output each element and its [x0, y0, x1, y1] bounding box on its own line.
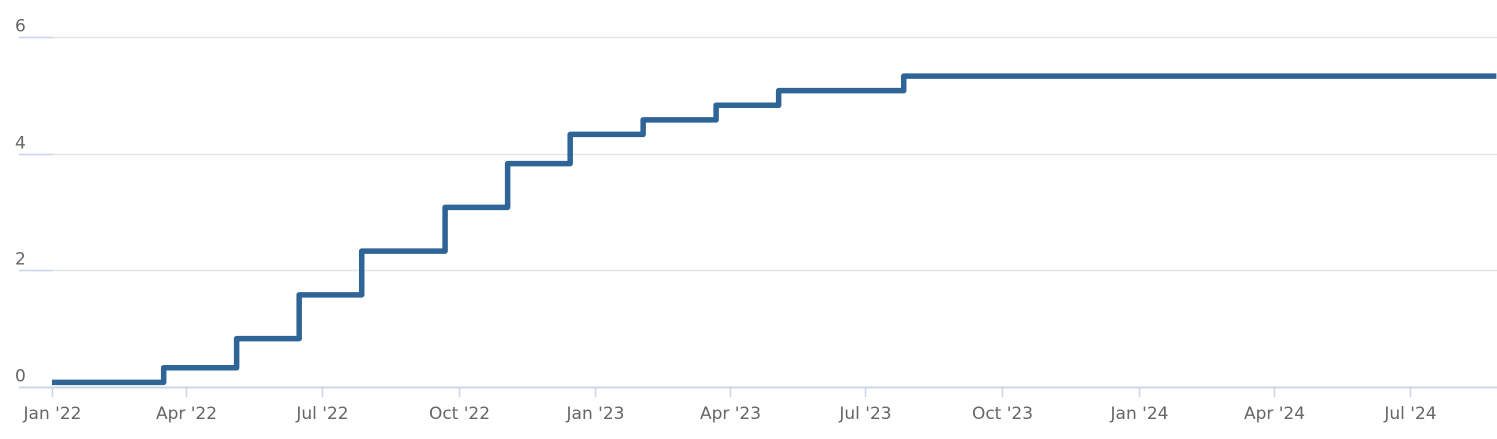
x-tick-label: Oct '23	[972, 404, 1033, 424]
gridlines	[19, 36, 1497, 389]
x-tick-label: Jul '22	[295, 404, 348, 424]
x-axis: Jan '22 Apr '22 Jul '22 Oct '22 Jan '23 Apr '…	[23, 387, 1437, 424]
y-tick-label: 2	[15, 250, 26, 270]
y-tick-label: 0	[15, 367, 26, 387]
y-axis: 0 2 4 6	[15, 17, 26, 387]
y-tick-label: 4	[15, 134, 26, 154]
series-layer	[52, 73, 1497, 386]
series-line-rate	[52, 73, 1497, 386]
x-tick-label: Jan '24	[1110, 404, 1169, 424]
y-tick-label: 6	[15, 17, 26, 37]
x-tick-label: Jan '23	[566, 404, 625, 424]
x-tick-label: Apr '22	[156, 404, 217, 424]
x-tick-label: Apr '24	[1244, 404, 1305, 424]
x-tick-label: Oct '22	[429, 404, 490, 424]
x-tick-label: Jul '24	[1383, 404, 1436, 424]
x-tick-label: Jul '23	[838, 404, 891, 424]
x-tick-label: Jan '22	[23, 404, 82, 424]
x-tick-label: Apr '23	[700, 404, 761, 424]
